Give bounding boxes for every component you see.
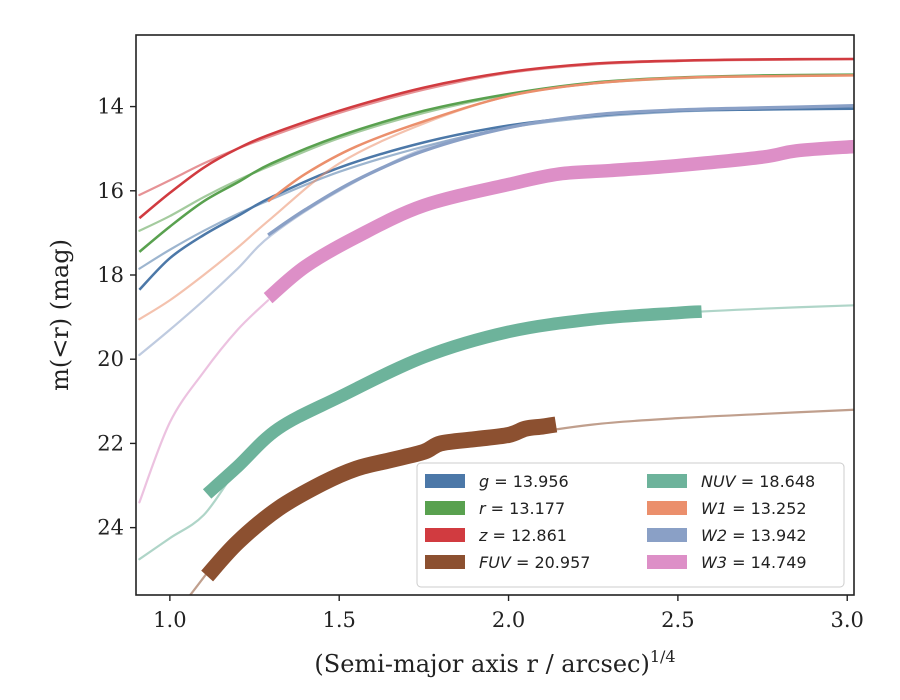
y-tick-label: 16 <box>97 179 124 203</box>
observed-band-g <box>138 107 854 291</box>
legend-box <box>416 462 845 588</box>
series-w3 <box>138 139 854 504</box>
x-tick-label: 2.5 <box>661 608 694 632</box>
observed-band-w2 <box>267 104 854 237</box>
x-axis: 1.0 1.5 2.0 2.5 3.0 <box>153 595 864 632</box>
legend-swatch-w1 <box>647 501 687 515</box>
series-fuv <box>189 408 854 595</box>
y-tick-label: 20 <box>97 347 124 371</box>
legend-swatch-r <box>425 501 465 515</box>
y-axis-label: m(<r) (mag) <box>46 239 74 391</box>
x-axis-label-superscript: 1/4 <box>650 647 676 666</box>
series-layer <box>138 57 854 595</box>
x-axis-label: (Semi-major axis r / arcsec)1/4 <box>314 647 675 678</box>
x-tick-label: 2.0 <box>492 608 525 632</box>
model-curve-w1 <box>138 74 854 321</box>
x-axis-label-main: (Semi-major axis r / arcsec) <box>314 650 649 678</box>
y-tick-label: 24 <box>97 516 124 540</box>
legend-swatch-z <box>425 528 465 542</box>
legend: g = 13.956 r = 13.177 z = 12.861 FUV = 20.9… <box>416 462 845 588</box>
legend-label-w1: W1 = 13.252 <box>701 499 807 518</box>
series-g <box>138 107 854 291</box>
observed-band-w1 <box>267 74 854 203</box>
legend-label-nuv: NUV = 18.648 <box>701 472 815 491</box>
y-axis: 14 16 18 20 22 24 <box>97 95 136 540</box>
y-tick-label: 22 <box>97 431 124 455</box>
y-tick-label: 18 <box>97 263 124 287</box>
series-z <box>138 57 854 220</box>
series-w1 <box>138 74 854 321</box>
legend-label-fuv: FUV = 20.957 <box>479 553 590 572</box>
legend-label-r: r = 13.177 <box>479 499 565 518</box>
legend-swatch-nuv <box>647 474 687 488</box>
legend-swatch-fuv <box>425 555 465 569</box>
y-tick-label: 14 <box>97 95 124 119</box>
legend-label-w3: W3 = 14.749 <box>701 553 807 572</box>
legend-swatch-w3 <box>647 555 687 569</box>
plot-frame <box>135 34 855 596</box>
x-tick-label: 1.5 <box>323 608 356 632</box>
legend-label-w2: W2 = 13.942 <box>701 526 807 545</box>
observed-band-nuv <box>202 305 702 499</box>
model-curve-w3 <box>138 299 270 504</box>
legend-label-g: g = 13.956 <box>479 472 569 491</box>
legend-swatch-g <box>425 474 465 488</box>
x-tick-label: 3.0 <box>831 608 864 632</box>
series-nuv <box>138 304 854 561</box>
x-tick-label: 1.0 <box>153 608 186 632</box>
legend-swatch-w2 <box>647 528 687 542</box>
observed-band-w3 <box>263 139 854 304</box>
series-w2 <box>138 104 854 357</box>
observed-band-z <box>138 57 854 220</box>
observed-band-fuv <box>201 416 558 582</box>
legend-label-z: z = 12.861 <box>478 526 567 545</box>
